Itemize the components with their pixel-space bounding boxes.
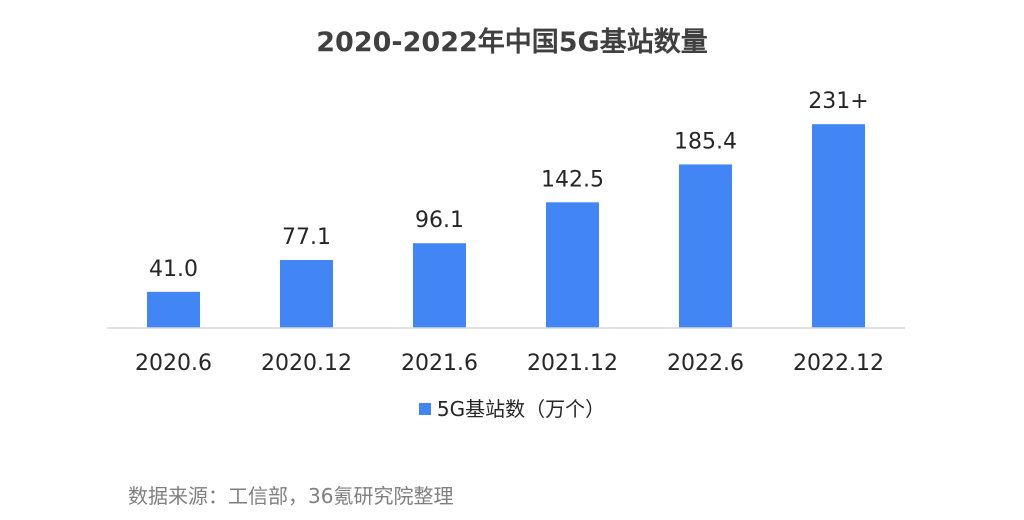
bar-2022.12 — [812, 124, 865, 329]
tick-label-2021.6: 2021.6 — [401, 351, 478, 376]
tick-label-2020.6: 2020.6 — [135, 351, 212, 376]
value-label-2021.12: 142.5 — [541, 167, 604, 192]
chart-title: 2020-2022年中国5G基站数量 — [316, 27, 708, 58]
tick-label-2021.12: 2021.12 — [527, 351, 618, 376]
value-labels-layer: 41.0 77.1 96.1 142.5 185.4 231+ — [149, 89, 869, 282]
bar-2021.6 — [413, 243, 466, 328]
source-note: 数据来源：工信部，36氪研究院整理 — [128, 484, 454, 508]
value-label-2020.12: 77.1 — [282, 225, 331, 250]
bar-2022.6 — [679, 164, 732, 328]
value-label-2021.6: 96.1 — [415, 208, 464, 233]
legend-label: 5G基站数（万个） — [436, 397, 606, 421]
legend: 5G基站数（万个） — [0, 393, 1024, 422]
value-label-2020.6: 41.0 — [149, 257, 198, 282]
tick-label-2022.6: 2022.6 — [667, 351, 744, 376]
tick-labels-layer: 2020.6 2020.12 2021.6 2021.12 2022.6 2022.12 — [135, 351, 884, 376]
bar-chart: 41.0 77.1 96.1 142.5 185.4 231+ 2020.6 2020.12… — [107, 89, 905, 376]
tick-label-2022.12: 2022.12 — [793, 351, 884, 376]
bars-layer — [147, 124, 865, 329]
bar-2021.12 — [546, 202, 599, 328]
legend-swatch — [418, 402, 431, 415]
tick-label-2020.12: 2020.12 — [261, 351, 352, 376]
value-label-2022.6: 185.4 — [674, 129, 737, 154]
bar-2020.6 — [147, 291, 200, 328]
value-label-2022.12: 231+ — [808, 89, 868, 114]
bar-2020.12 — [280, 259, 333, 328]
